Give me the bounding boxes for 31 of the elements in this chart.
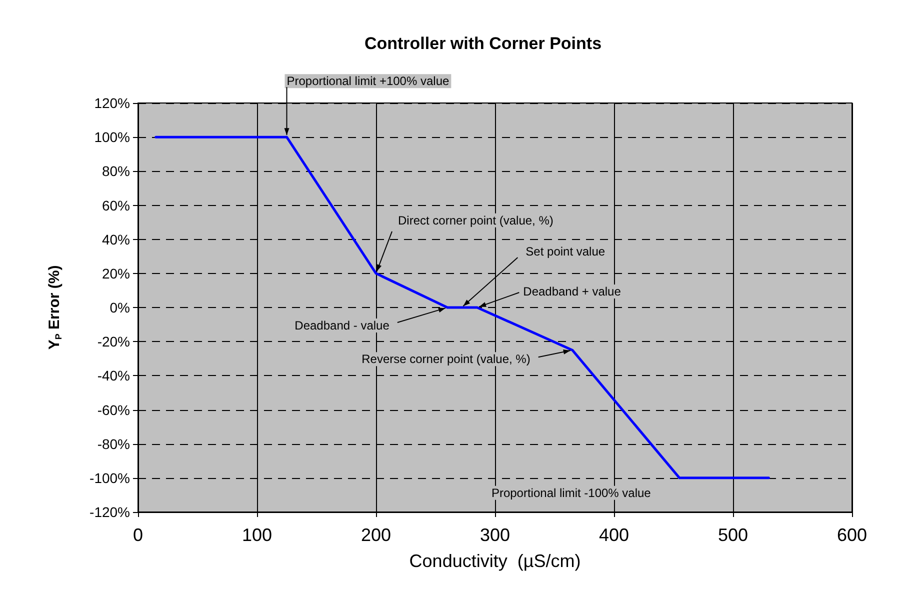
x-tick-label: 500 <box>718 525 748 545</box>
y-tick-label: 120% <box>94 95 130 111</box>
y-tick-label: 20% <box>102 265 130 282</box>
y-tick-label: 100% <box>94 129 130 146</box>
annotation: Set point value <box>526 244 606 258</box>
y-tick-label: 0% <box>110 300 130 316</box>
x-tick-label: 200 <box>360 525 392 545</box>
y-tick-label: 40% <box>102 231 130 248</box>
y-tick-label: -40% <box>97 368 130 384</box>
x-tick-label: 600 <box>836 525 868 545</box>
y-tick-label: -60% <box>97 402 130 418</box>
y-tick-label: -100% <box>90 470 130 486</box>
y-axis-title: YP Error (%) <box>46 265 64 350</box>
x-tick-label: 400 <box>598 525 630 545</box>
y-tick-label: 60% <box>102 197 130 214</box>
annotation: Deadband + value <box>523 284 622 298</box>
x-tick-label: 300 <box>480 525 510 545</box>
y-tick-label: 80% <box>102 163 130 180</box>
annotation: Direct corner point (value, %) <box>398 213 554 228</box>
y-tick-label: -80% <box>97 436 130 452</box>
y-tick-label: -20% <box>97 334 130 350</box>
x-axis-title: Conductivity (µS/cm) <box>409 551 581 571</box>
x-tick-label: 0 <box>132 525 144 545</box>
chart-title: Controller with Corner Points <box>364 34 602 53</box>
x-tick-label: 100 <box>242 525 272 545</box>
annotation: Proportional limit +100% value <box>286 74 450 88</box>
annotation: Deadband - value <box>294 318 390 332</box>
annotation: Reverse corner point (value, %) <box>362 352 530 366</box>
line-series <box>154 136 770 480</box>
y-tick-label: -120% <box>90 504 130 520</box>
annotation: Proportional limit -100% value <box>491 486 652 500</box>
